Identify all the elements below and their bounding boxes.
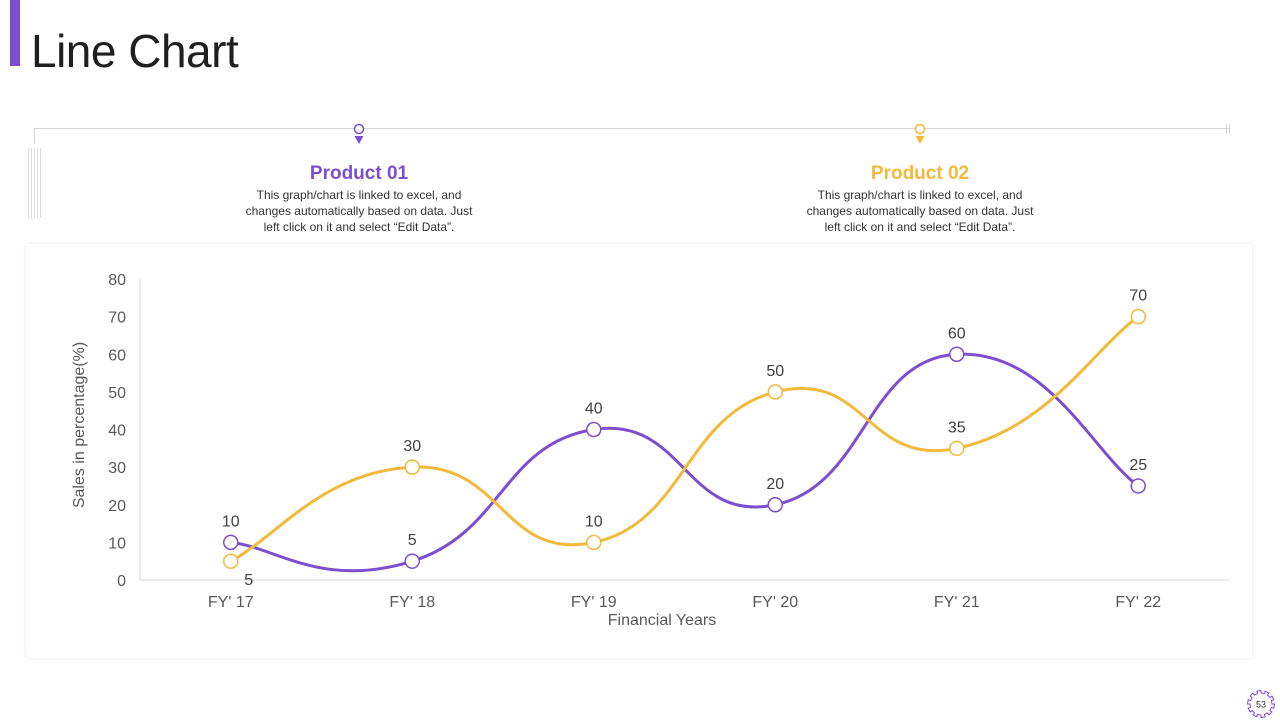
data-label: 10 bbox=[585, 513, 603, 530]
data-point bbox=[767, 497, 783, 513]
y-tick-label: 40 bbox=[108, 423, 126, 440]
y-tick-label: 20 bbox=[108, 498, 126, 515]
data-label: 60 bbox=[948, 325, 966, 342]
legend-rule-right-tick bbox=[1229, 124, 1230, 134]
y-tick-label: 70 bbox=[108, 310, 126, 327]
page-number: 53 bbox=[1256, 700, 1266, 710]
legend-product-name: Product 01 bbox=[309, 163, 409, 184]
data-point bbox=[223, 553, 239, 569]
x-tick-label: FY' 19 bbox=[571, 594, 617, 611]
x-tick-label: FY' 21 bbox=[934, 594, 980, 611]
y-axis-title: Sales in percentage(%) bbox=[71, 342, 88, 508]
data-point bbox=[223, 534, 239, 551]
data-label: 25 bbox=[1129, 457, 1147, 474]
data-point bbox=[767, 384, 783, 400]
y-tick-label: 0 bbox=[117, 573, 126, 590]
y-tick-label: 10 bbox=[108, 535, 126, 552]
data-point bbox=[1130, 308, 1146, 325]
data-label: 70 bbox=[1129, 288, 1147, 305]
data-point bbox=[404, 459, 420, 475]
series-line-product-01 bbox=[229, 352, 1140, 573]
data-label: 20 bbox=[766, 476, 784, 493]
data-point bbox=[949, 440, 965, 457]
legend-product-description: This graph/chart is linked to excel, and… bbox=[806, 188, 1034, 234]
decorative-line bbox=[37, 148, 38, 218]
x-tick-label: FY' 18 bbox=[389, 594, 435, 611]
data-point bbox=[949, 346, 965, 362]
data-label: 10 bbox=[222, 513, 240, 530]
data-point bbox=[586, 534, 602, 551]
y-tick-label: 80 bbox=[108, 272, 126, 289]
legend-rule-right-tick bbox=[1226, 124, 1227, 134]
gear-icon bbox=[1246, 689, 1276, 719]
location-pin-icon bbox=[914, 123, 926, 144]
y-tick-label: 50 bbox=[108, 385, 126, 402]
data-label: 40 bbox=[585, 401, 603, 418]
legend-product-02: Product 02 This graph/chart is linked to… bbox=[780, 120, 1060, 235]
x-tick-label: FY' 17 bbox=[208, 594, 254, 611]
data-point bbox=[1130, 478, 1146, 494]
series-line-product-02 bbox=[229, 315, 1140, 563]
data-label: 5 bbox=[408, 532, 417, 549]
legend-product-name: Product 02 bbox=[870, 163, 970, 184]
legend-rule-left-tick bbox=[34, 128, 35, 144]
decorative-line bbox=[31, 148, 32, 218]
data-label: 5 bbox=[244, 572, 253, 589]
slide-title: Line Chart bbox=[31, 25, 239, 77]
legend-product-description: This graph/chart is linked to excel, and… bbox=[245, 188, 473, 234]
decorative-line bbox=[34, 148, 35, 218]
decorative-line bbox=[40, 148, 41, 218]
legend-product-01: Product 01 This graph/chart is linked to… bbox=[219, 120, 499, 235]
x-axis-title: Financial Years bbox=[608, 612, 717, 629]
location-pin-icon bbox=[353, 123, 365, 144]
chart-panel bbox=[26, 244, 1252, 658]
decorative-line bbox=[28, 148, 29, 218]
page-number-badge: 53 bbox=[1246, 689, 1276, 719]
data-label: 30 bbox=[403, 438, 421, 455]
title-accent-bar bbox=[10, 0, 20, 66]
data-label: 35 bbox=[948, 419, 966, 436]
x-tick-label: FY' 22 bbox=[1115, 594, 1161, 611]
data-label: 50 bbox=[766, 363, 784, 380]
y-tick-label: 60 bbox=[108, 347, 126, 364]
x-tick-label: FY' 20 bbox=[752, 594, 798, 611]
data-point bbox=[404, 553, 420, 569]
legend-rule bbox=[34, 128, 1230, 129]
data-point bbox=[586, 421, 602, 438]
y-tick-label: 30 bbox=[108, 460, 126, 477]
